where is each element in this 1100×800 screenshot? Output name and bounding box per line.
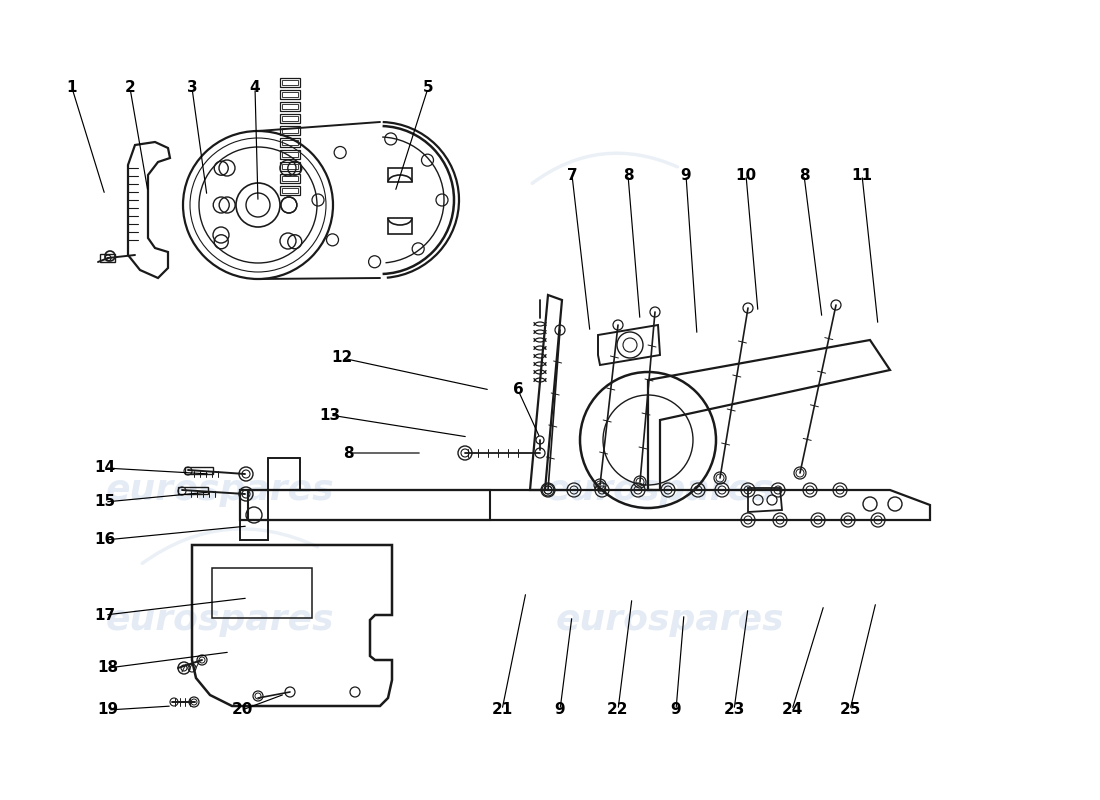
Text: 8: 8 [623, 167, 634, 182]
Text: 2: 2 [124, 81, 135, 95]
Text: 4: 4 [250, 81, 261, 95]
Text: eurospares: eurospares [106, 603, 334, 637]
Bar [282, 128, 298, 133]
Text: 21: 21 [492, 702, 513, 718]
Text: eurospares: eurospares [556, 603, 784, 637]
Bar [282, 140, 298, 145]
Text: 17: 17 [95, 607, 116, 622]
Bar [280, 102, 300, 111]
Bar [282, 152, 298, 157]
Bar [185, 467, 213, 474]
Bar [280, 114, 300, 123]
Bar [280, 186, 300, 195]
Bar [280, 162, 300, 171]
Text: 3: 3 [187, 81, 197, 95]
Bar [280, 138, 300, 147]
Bar [280, 78, 300, 87]
Text: 11: 11 [851, 167, 872, 182]
Bar [282, 164, 298, 169]
Bar [280, 90, 300, 99]
Bar [178, 487, 208, 494]
Text: 20: 20 [231, 702, 253, 718]
Text: 9: 9 [671, 702, 681, 718]
Text: 18: 18 [98, 661, 119, 675]
Text: 12: 12 [331, 350, 353, 366]
Text: 19: 19 [98, 702, 119, 718]
Text: 13: 13 [319, 407, 341, 422]
Bar [212, 568, 312, 618]
Text: 25: 25 [839, 702, 860, 718]
Bar [280, 174, 300, 183]
Bar [282, 104, 298, 109]
Text: 14: 14 [95, 461, 116, 475]
Text: 5: 5 [422, 81, 433, 95]
Bar [282, 188, 298, 193]
Text: eurospares: eurospares [546, 473, 774, 507]
Text: 8: 8 [799, 167, 810, 182]
Text: 10: 10 [736, 167, 757, 182]
Text: 16: 16 [95, 533, 116, 547]
Text: 1: 1 [67, 81, 77, 95]
Text: 22: 22 [607, 702, 629, 718]
Text: 15: 15 [95, 494, 116, 510]
Text: eurospares: eurospares [106, 473, 334, 507]
Text: 7: 7 [566, 167, 578, 182]
Bar [280, 150, 300, 159]
Text: 24: 24 [781, 702, 803, 718]
Bar [282, 116, 298, 121]
Bar [282, 80, 298, 85]
Text: 6: 6 [513, 382, 524, 398]
Text: 9: 9 [554, 702, 565, 718]
Bar [280, 126, 300, 135]
Bar [282, 176, 298, 181]
Text: 8: 8 [343, 446, 353, 461]
Text: 23: 23 [724, 702, 745, 718]
Text: 9: 9 [681, 167, 691, 182]
Bar [282, 92, 298, 97]
